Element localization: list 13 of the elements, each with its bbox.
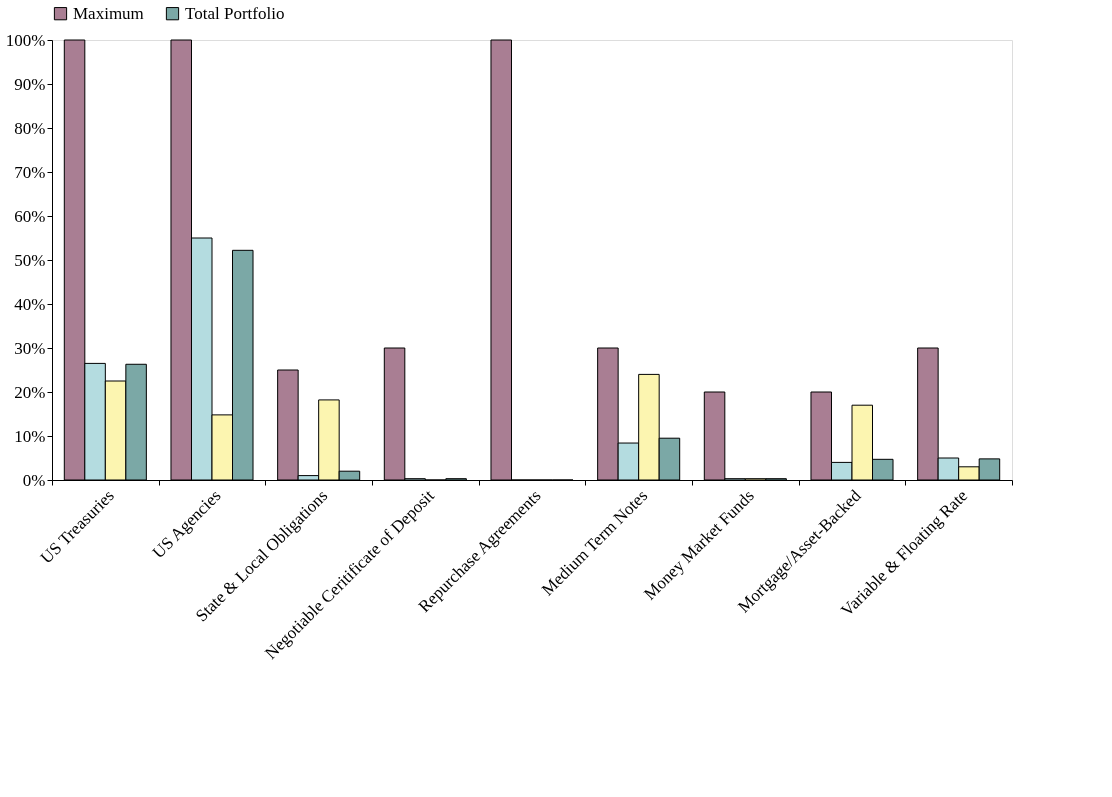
y-tick-label: 0% <box>22 470 46 490</box>
legend-label: Total Portfolio <box>185 3 285 23</box>
legend-label: Maximum <box>73 3 144 23</box>
y-tick-label: 30% <box>14 338 46 358</box>
y-tick-label: 100% <box>5 30 46 50</box>
y-tick-label: 50% <box>14 250 46 270</box>
y-tick-label: 60% <box>14 206 46 226</box>
y-tick-label: 70% <box>14 162 46 182</box>
y-tick-label: 10% <box>14 426 46 446</box>
y-tick-label: 40% <box>14 294 46 314</box>
y-tick-label: 20% <box>14 382 46 402</box>
y-tick-label: 80% <box>14 118 46 138</box>
y-tick-label: 90% <box>14 74 46 94</box>
